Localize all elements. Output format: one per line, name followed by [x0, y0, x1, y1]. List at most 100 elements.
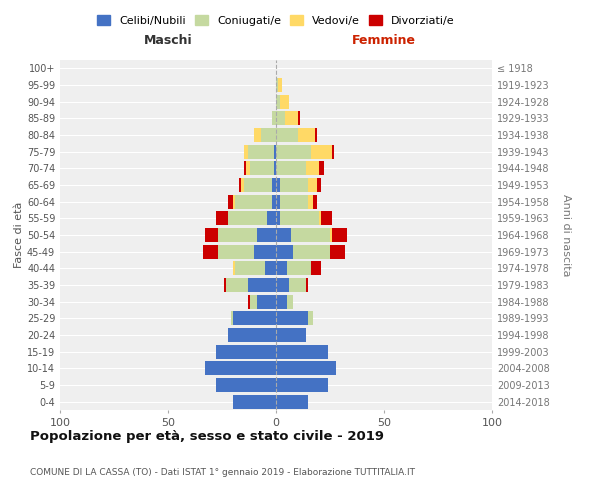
Bar: [276, 261, 287, 276]
Bar: [276, 178, 280, 192]
Bar: [274, 144, 276, 159]
Bar: [215, 211, 229, 226]
Bar: [306, 162, 319, 175]
Bar: [276, 94, 280, 109]
Bar: [215, 344, 276, 359]
Bar: [215, 378, 276, 392]
Bar: [287, 294, 293, 308]
Text: COMUNE DI LA CASSA (TO) - Dati ISTAT 1° gennaio 2019 - Elaborazione TUTTITALIA.I: COMUNE DI LA CASSA (TO) - Dati ISTAT 1° …: [30, 468, 415, 477]
Bar: [308, 194, 313, 209]
Bar: [276, 278, 289, 292]
Bar: [276, 194, 280, 209]
Bar: [233, 261, 235, 276]
Y-axis label: Anni di nascita: Anni di nascita: [561, 194, 571, 276]
Bar: [203, 244, 218, 259]
Bar: [272, 112, 276, 126]
Bar: [332, 228, 347, 242]
Bar: [293, 244, 330, 259]
Bar: [276, 378, 328, 392]
Bar: [254, 244, 276, 259]
Bar: [308, 178, 317, 192]
Bar: [319, 162, 323, 175]
Bar: [265, 261, 276, 276]
Bar: [280, 94, 289, 109]
Bar: [276, 344, 328, 359]
Bar: [315, 128, 317, 142]
Bar: [254, 128, 261, 142]
Bar: [226, 278, 248, 292]
Bar: [276, 162, 306, 175]
Bar: [261, 128, 276, 142]
Bar: [272, 194, 276, 209]
Bar: [284, 112, 298, 126]
Bar: [250, 294, 257, 308]
Bar: [280, 178, 308, 192]
Bar: [276, 311, 308, 326]
Bar: [241, 178, 244, 192]
Bar: [257, 294, 276, 308]
Bar: [311, 261, 322, 276]
Bar: [205, 361, 276, 376]
Bar: [280, 194, 308, 209]
Bar: [248, 294, 250, 308]
Bar: [276, 211, 280, 226]
Bar: [276, 394, 308, 409]
Bar: [319, 211, 322, 226]
Bar: [233, 394, 276, 409]
Bar: [287, 261, 311, 276]
Bar: [272, 178, 276, 192]
Bar: [308, 311, 313, 326]
Bar: [276, 78, 278, 92]
Bar: [235, 194, 272, 209]
Bar: [317, 178, 322, 192]
Y-axis label: Fasce di età: Fasce di età: [14, 202, 24, 268]
Bar: [235, 261, 265, 276]
Bar: [274, 162, 276, 175]
Legend: Celibi/Nubili, Coniugati/e, Vedovi/e, Divorziati/e: Celibi/Nubili, Coniugati/e, Vedovi/e, Di…: [93, 10, 459, 30]
Bar: [230, 311, 233, 326]
Bar: [233, 311, 276, 326]
Bar: [276, 128, 298, 142]
Bar: [313, 194, 317, 209]
Bar: [311, 144, 332, 159]
Bar: [276, 244, 293, 259]
Bar: [244, 162, 246, 175]
Bar: [244, 178, 272, 192]
Bar: [229, 211, 268, 226]
Bar: [268, 211, 276, 226]
Bar: [218, 244, 254, 259]
Bar: [298, 112, 300, 126]
Bar: [280, 211, 319, 226]
Bar: [205, 228, 218, 242]
Bar: [229, 328, 276, 342]
Bar: [330, 228, 332, 242]
Bar: [248, 144, 274, 159]
Bar: [276, 112, 284, 126]
Bar: [233, 194, 235, 209]
Bar: [239, 178, 241, 192]
Bar: [246, 162, 250, 175]
Bar: [306, 278, 308, 292]
Bar: [276, 294, 287, 308]
Bar: [332, 144, 334, 159]
Bar: [330, 244, 345, 259]
Text: Maschi: Maschi: [143, 34, 193, 46]
Bar: [218, 228, 257, 242]
Bar: [244, 144, 248, 159]
Bar: [291, 228, 330, 242]
Bar: [229, 194, 233, 209]
Bar: [289, 278, 306, 292]
Bar: [298, 128, 315, 142]
Text: Femmine: Femmine: [352, 34, 416, 46]
Text: Popolazione per età, sesso e stato civile - 2019: Popolazione per età, sesso e stato civil…: [30, 430, 384, 443]
Bar: [257, 228, 276, 242]
Bar: [248, 278, 276, 292]
Bar: [278, 78, 283, 92]
Bar: [276, 228, 291, 242]
Bar: [276, 144, 311, 159]
Bar: [224, 278, 226, 292]
Bar: [276, 361, 337, 376]
Bar: [276, 328, 306, 342]
Bar: [250, 162, 274, 175]
Bar: [322, 211, 332, 226]
